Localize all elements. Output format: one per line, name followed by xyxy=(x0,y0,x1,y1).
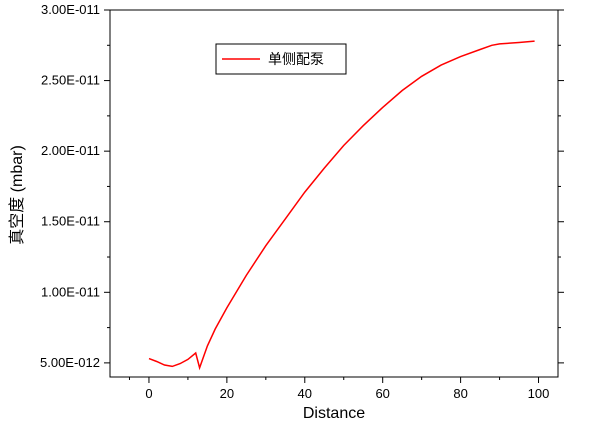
x-axis-title: Distance xyxy=(303,405,365,422)
plot-frame xyxy=(109,9,559,378)
x-tick-label: 20 xyxy=(220,386,234,401)
y-axis-ticks: 5.00E-012 1.00E-011 1.50E-011 2.00E-011 2.50… xyxy=(40,2,564,370)
legend: 单侧配泵 xyxy=(215,43,347,75)
x-tick-label: 0 xyxy=(145,386,152,401)
y-tick-label: 2.00E-011 xyxy=(41,143,100,158)
plot-border xyxy=(109,9,559,378)
series-layer xyxy=(148,40,535,371)
legend-label: 单侧配泵 xyxy=(268,52,324,68)
series-line xyxy=(148,40,535,371)
y-tick-label: 2.50E-011 xyxy=(41,73,100,88)
x-axis-ticks: 0 20 40 60 80 100 xyxy=(128,377,550,401)
y-axis-title: 真空度 (mbar) xyxy=(8,145,26,245)
y-tick-label: 1.50E-011 xyxy=(41,214,100,229)
x-tick-label: 40 xyxy=(298,386,312,401)
x-tick-label: 100 xyxy=(528,386,550,401)
y-tick-label: 5.00E-012 xyxy=(40,355,100,370)
x-tick-label: 80 xyxy=(453,386,467,401)
x-tick-label: 60 xyxy=(375,386,389,401)
y-tick-label: 3.00E-011 xyxy=(41,2,100,17)
y-tick-label: 1.00E-011 xyxy=(41,284,100,299)
